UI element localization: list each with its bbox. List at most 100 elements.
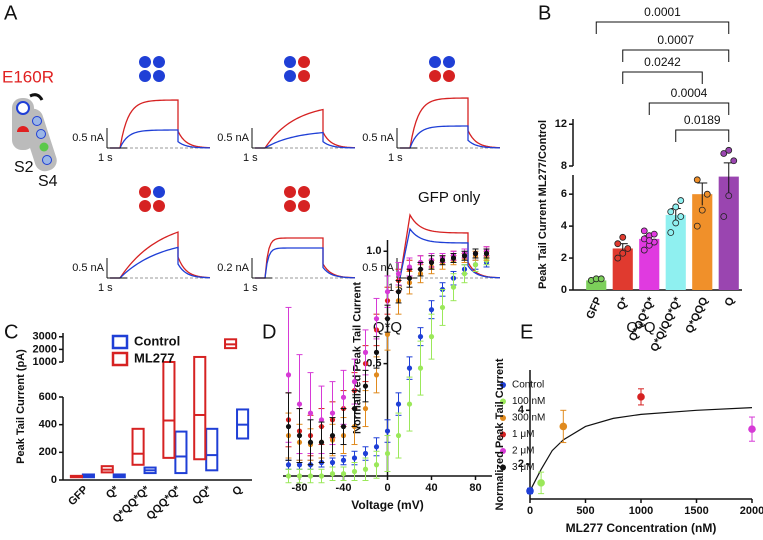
data-point — [384, 316, 391, 322]
bar — [718, 176, 739, 290]
x-tick-label: 80 — [469, 482, 481, 494]
legend-label: 1 μM — [512, 429, 534, 440]
data-point — [693, 176, 701, 184]
data-point — [373, 349, 380, 355]
x-tick-label: GFP — [66, 484, 90, 508]
data-point — [329, 410, 336, 416]
data-point — [285, 473, 292, 479]
gfp-label: GFP only — [418, 189, 481, 206]
data-point — [672, 219, 680, 227]
y-tick-label: 2 — [518, 458, 524, 470]
y-tick-label: 3000 — [33, 331, 57, 343]
charge-icon — [42, 155, 52, 165]
data-point — [417, 266, 424, 272]
data-point — [395, 432, 402, 439]
current-trace — [110, 99, 211, 149]
data-point — [483, 250, 490, 257]
data-point — [395, 271, 402, 277]
p-value: 0.0001 — [644, 5, 681, 19]
data-point — [329, 432, 336, 439]
legend-marker — [500, 431, 506, 438]
x-tick-label: QQ* — [190, 483, 214, 507]
y-tick-label: 8 — [561, 160, 567, 172]
data-point — [439, 257, 446, 263]
y-tick-label: 600 — [39, 391, 57, 403]
data-point — [428, 307, 435, 313]
y-tick-label: 12 — [555, 118, 567, 130]
subunit-icon — [429, 56, 441, 68]
subunit-icon — [443, 70, 455, 82]
x-tick-label: 2000 — [740, 505, 763, 517]
data-point — [362, 405, 369, 412]
subunit-icon — [298, 56, 310, 68]
legend-label: 100 nM — [512, 396, 545, 407]
subunit-icon — [443, 56, 455, 68]
panel-label: C — [4, 321, 18, 343]
legend-marker — [500, 464, 506, 471]
x-tick-label: Q — [230, 483, 245, 498]
legend-marker — [500, 415, 506, 421]
scale-label: 0.5 nA — [72, 262, 104, 274]
legend-label: 2 μM — [512, 446, 534, 457]
data-point — [285, 462, 292, 468]
data-point — [703, 190, 711, 198]
data-point — [307, 410, 314, 416]
scale-label: 1 s — [243, 152, 258, 164]
legend-marker — [500, 398, 506, 405]
subunit-icon — [153, 56, 165, 68]
charge-icon — [39, 142, 49, 152]
data-point — [624, 245, 632, 252]
y-tick-label: 0.5 — [366, 358, 381, 370]
current-trace — [110, 231, 211, 279]
data-point — [677, 197, 685, 204]
range-box — [131, 427, 145, 466]
significance-bracket — [622, 71, 703, 84]
subunit-icon — [153, 186, 165, 198]
legend-label: 3 μM — [512, 462, 534, 473]
data-point — [296, 432, 303, 439]
data-point — [428, 259, 435, 266]
data-point — [384, 450, 391, 457]
data-point — [362, 383, 369, 389]
panel-label: D — [262, 321, 276, 343]
x-tick-label: QQQ*Q* — [144, 483, 183, 522]
data-point — [362, 466, 369, 472]
interaction-arc — [29, 93, 44, 101]
p-value: 0.0242 — [644, 55, 681, 69]
current-trace — [255, 108, 356, 149]
data-point — [406, 264, 413, 270]
data-point — [730, 157, 738, 165]
data-point — [318, 473, 325, 479]
y-tick-label: 1000 — [33, 356, 57, 368]
fit-curve — [529, 407, 753, 492]
panel-label: A — [4, 2, 18, 24]
current-trace — [255, 247, 356, 279]
p-value: 0.0007 — [657, 33, 694, 47]
y-axis-label: Normalized Peak Tail Current — [351, 282, 363, 434]
x-axis-label: Voltage (mV) — [351, 498, 423, 512]
data-point — [748, 425, 756, 433]
x-tick-label: Q* — [615, 295, 632, 312]
x-tick-label: 0 — [527, 505, 533, 517]
current-trace — [110, 246, 211, 279]
construct-label: E160R — [2, 67, 54, 86]
legend-label: 300 nM — [512, 413, 545, 424]
scale-label: 0.5 nA — [217, 132, 249, 144]
subunit-icon — [298, 70, 310, 82]
panel-label: E — [520, 321, 533, 343]
data-point — [351, 468, 358, 475]
data-point — [395, 401, 402, 407]
data-point — [439, 304, 446, 311]
current-trace — [400, 125, 501, 149]
subunit-icon — [139, 186, 151, 198]
data-point — [351, 405, 358, 412]
subunit-icon — [298, 200, 310, 212]
data-point — [698, 206, 706, 214]
data-point — [417, 365, 424, 371]
data-point — [725, 192, 733, 200]
data-point — [693, 222, 701, 230]
data-point — [640, 227, 648, 235]
data-point — [384, 428, 391, 434]
range-box — [162, 361, 176, 459]
